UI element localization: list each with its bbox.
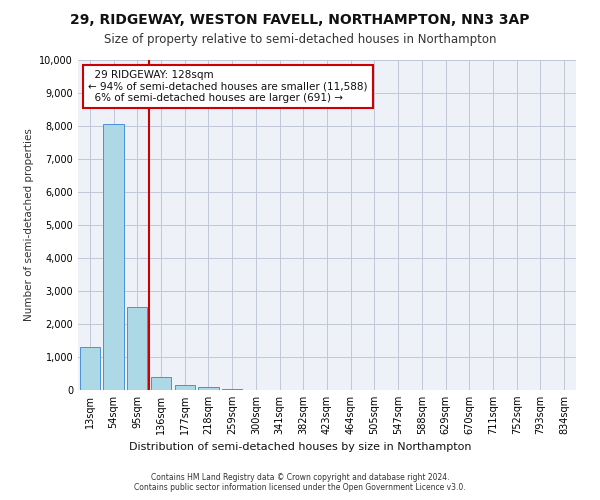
Bar [175, 385, 195, 390]
Bar [80, 347, 100, 390]
Bar [222, 389, 242, 390]
Bar [151, 377, 171, 390]
Text: Size of property relative to semi-detached houses in Northampton: Size of property relative to semi-detach… [104, 32, 496, 46]
Text: Contains HM Land Registry data © Crown copyright and database right 2024.
Contai: Contains HM Land Registry data © Crown c… [134, 473, 466, 492]
Text: Distribution of semi-detached houses by size in Northampton: Distribution of semi-detached houses by … [129, 442, 471, 452]
Text: 29 RIDGEWAY: 128sqm
← 94% of semi-detached houses are smaller (11,588)
  6% of s: 29 RIDGEWAY: 128sqm ← 94% of semi-detach… [88, 70, 367, 103]
Bar [103, 124, 124, 390]
Text: 29, RIDGEWAY, WESTON FAVELL, NORTHAMPTON, NN3 3AP: 29, RIDGEWAY, WESTON FAVELL, NORTHAMPTON… [70, 12, 530, 26]
Bar [199, 386, 218, 390]
Y-axis label: Number of semi-detached properties: Number of semi-detached properties [24, 128, 34, 322]
Bar [127, 307, 148, 390]
